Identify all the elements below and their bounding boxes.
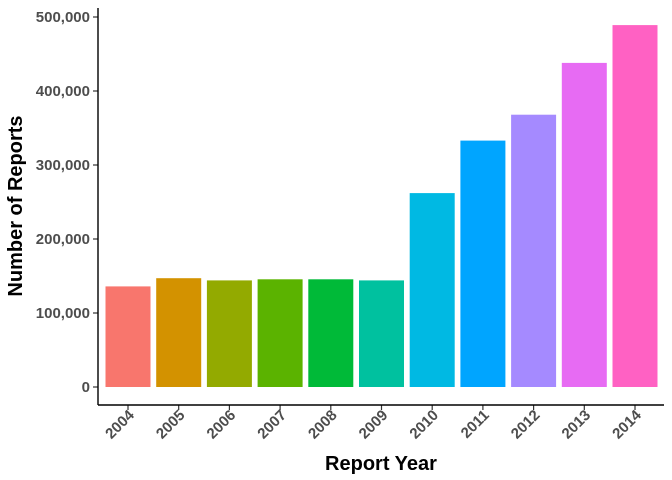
x-axis-ticks: 2004 2005 2006 2007 2008 2009 2010 2011 2012 2013…	[102, 405, 645, 442]
bar-2011	[460, 140, 506, 387]
x-tick-label: 2013	[559, 407, 595, 443]
x-tick-label: 2012	[508, 407, 544, 443]
bar-2009	[359, 280, 404, 387]
bar-2006	[206, 280, 252, 387]
y-axis-ticks: 0 100,000 200,000 300,000 400,000 500,000	[36, 9, 98, 396]
bar-2008	[308, 279, 354, 387]
y-tick-label: 200,000	[36, 231, 90, 248]
x-tick-label: 2009	[356, 407, 392, 443]
y-tick-label: 400,000	[36, 83, 90, 100]
bar-2005	[156, 278, 202, 387]
bars-group	[105, 25, 658, 388]
y-tick-label: 100,000	[36, 305, 90, 322]
x-tick-label: 2007	[254, 407, 290, 443]
x-axis-title: Report Year	[325, 453, 437, 475]
x-tick-label: 2014	[609, 406, 645, 442]
y-tick-label: 500,000	[36, 9, 90, 26]
y-axis-title: Number of Reports	[5, 115, 27, 296]
x-tick-label: 2010	[406, 407, 442, 443]
x-tick-label: 2006	[204, 407, 240, 443]
y-tick-label: 0	[82, 379, 90, 396]
bar-2004	[105, 286, 151, 387]
x-tick-label: 2004	[102, 406, 138, 442]
x-tick-label: 2005	[153, 407, 189, 443]
x-tick-label: 2011	[458, 407, 493, 442]
bar-2007	[257, 279, 303, 387]
bar-2014	[612, 25, 658, 387]
bar-2012	[511, 114, 557, 387]
x-tick-label: 2008	[305, 407, 341, 443]
bar-2013	[561, 62, 607, 388]
y-tick-label: 300,000	[36, 157, 90, 174]
bar-2010	[409, 193, 455, 387]
